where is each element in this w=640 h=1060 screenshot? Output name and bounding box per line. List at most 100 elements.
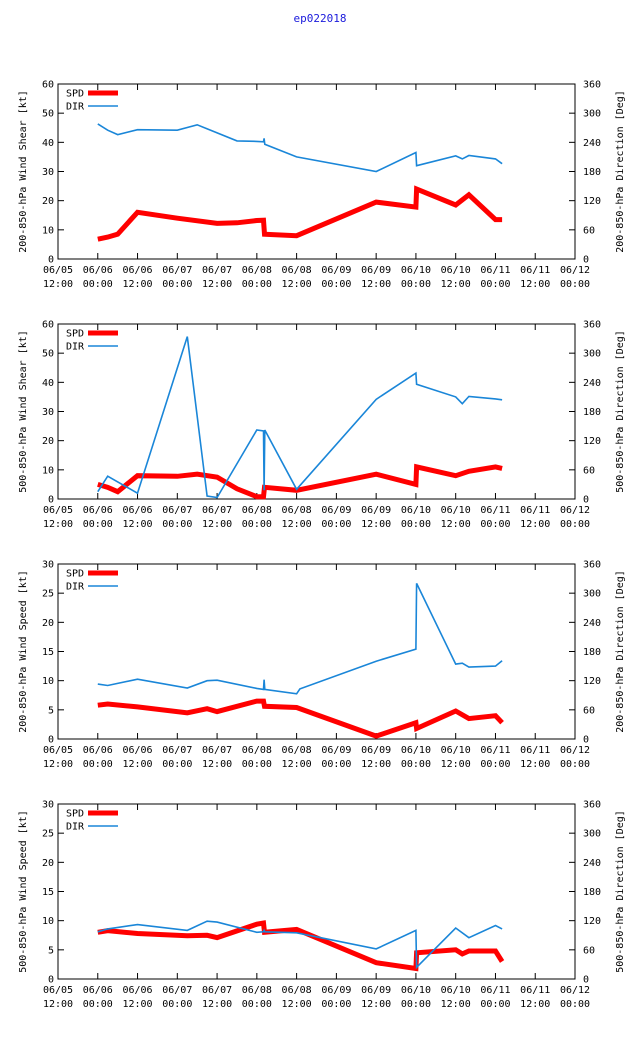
x-tick-label-date: 06/06 xyxy=(122,265,152,276)
series-line-dir xyxy=(97,920,503,970)
x-tick-label-date: 06/08 xyxy=(242,265,272,276)
x-tick-label-date: 06/09 xyxy=(321,745,351,756)
y2-tick-label: 0 xyxy=(583,495,589,506)
x-tick-label-time: 00:00 xyxy=(321,999,351,1010)
y-axis-label: 500-850-hPa Wind Speed [kt] xyxy=(18,810,29,973)
chart-panel-2: 0 10 20 30 40 50 60 0 60 120 180 240 300 360 06/05 12:0… xyxy=(18,320,626,531)
y2-tick-label: 300 xyxy=(583,349,601,360)
x-tick-label-time: 12:00 xyxy=(520,279,550,290)
x-tick-label-time: 12:00 xyxy=(520,759,550,770)
series-line-dir xyxy=(97,123,503,173)
y2-tick-label: 360 xyxy=(583,80,601,91)
y-tick-label: 10 xyxy=(42,676,54,687)
y-tick-label: 50 xyxy=(42,349,54,360)
x-tick-label-date: 06/09 xyxy=(361,745,391,756)
x-tick-label-date: 06/09 xyxy=(321,265,351,276)
y2-tick-label: 60 xyxy=(583,945,595,956)
legend-label-dir: DIR xyxy=(66,582,85,593)
x-tick-label-time: 00:00 xyxy=(321,759,351,770)
x-tick-label-date: 06/09 xyxy=(361,505,391,516)
y-tick-label: 5 xyxy=(48,945,54,956)
x-tick-label-time: 00:00 xyxy=(162,999,192,1010)
y2-tick-label: 360 xyxy=(583,800,601,811)
x-tick-label-time: 12:00 xyxy=(441,519,471,530)
x-tick-label-time: 00:00 xyxy=(162,279,192,290)
legend-label-dir: DIR xyxy=(66,342,85,353)
legend-label-spd: SPD xyxy=(66,329,84,340)
x-tick-label-time: 12:00 xyxy=(43,279,73,290)
y2-axis-label: 200-850-hPa Direction [Deg] xyxy=(615,570,626,733)
x-tick-label-time: 00:00 xyxy=(83,759,113,770)
x-tick-label-date: 06/06 xyxy=(83,265,113,276)
y-tick-label: 60 xyxy=(42,320,54,331)
x-tick-label-time: 12:00 xyxy=(520,519,550,530)
y-tick-label: 10 xyxy=(42,465,54,476)
x-tick-label-time: 00:00 xyxy=(480,519,510,530)
y2-tick-label: 240 xyxy=(583,618,601,629)
x-tick-label-time: 00:00 xyxy=(560,759,590,770)
x-tick-label-time: 00:00 xyxy=(560,279,590,290)
x-tick-label-time: 12:00 xyxy=(122,519,152,530)
x-tick-label-date: 06/12 xyxy=(560,505,590,516)
x-tick-label-date: 06/06 xyxy=(122,505,152,516)
x-tick-label-date: 06/05 xyxy=(43,985,73,996)
x-tick-label-time: 12:00 xyxy=(441,999,471,1010)
x-tick-label-date: 06/05 xyxy=(43,265,73,276)
x-tick-label-date: 06/07 xyxy=(202,745,232,756)
x-tick-label-date: 06/12 xyxy=(560,745,590,756)
x-tick-label-date: 06/09 xyxy=(361,265,391,276)
y2-tick-label: 360 xyxy=(583,560,601,571)
y-tick-label: 0 xyxy=(48,975,54,986)
plot-frame xyxy=(57,83,576,260)
x-tick-label-time: 12:00 xyxy=(361,999,391,1010)
x-tick-label-time: 00:00 xyxy=(560,519,590,530)
figure-title: ep022018 xyxy=(293,12,347,25)
x-tick-label-time: 12:00 xyxy=(282,519,312,530)
y2-tick-label: 120 xyxy=(583,916,601,927)
y2-tick-label: 360 xyxy=(583,320,601,331)
y-tick-label: 20 xyxy=(42,436,54,447)
y-tick-label: 5 xyxy=(48,705,54,716)
x-tick-label-date: 06/08 xyxy=(242,985,272,996)
legend-label-spd: SPD xyxy=(66,89,84,100)
x-tick-label-date: 06/09 xyxy=(321,505,351,516)
y-tick-label: 60 xyxy=(42,80,54,91)
y2-axis-label: 500-850-hPa Direction [Deg] xyxy=(615,810,626,973)
x-tick-label-time: 00:00 xyxy=(401,759,431,770)
y2-tick-label: 60 xyxy=(583,465,595,476)
y-tick-label: 0 xyxy=(48,495,54,506)
y-tick-label: 40 xyxy=(42,138,54,149)
chart-panel-3: 05101520253006012018024030036006/0512:00… xyxy=(18,560,626,771)
x-tick-label-time: 00:00 xyxy=(401,999,431,1010)
x-tick-label-date: 06/06 xyxy=(122,985,152,996)
x-tick-label-time: 12:00 xyxy=(122,759,152,770)
x-tick-label-time: 12:00 xyxy=(282,999,312,1010)
x-tick-label-date: 06/07 xyxy=(162,265,192,276)
x-tick-label-date: 06/06 xyxy=(83,745,113,756)
x-tick-label-time: 12:00 xyxy=(361,279,391,290)
x-tick-label-time: 12:00 xyxy=(43,759,73,770)
x-tick-label-time: 00:00 xyxy=(480,999,510,1010)
series-line-spd xyxy=(97,698,504,739)
x-tick-label-time: 12:00 xyxy=(361,759,391,770)
x-tick-label-time: 12:00 xyxy=(202,999,232,1010)
y-tick-label: 30 xyxy=(42,560,54,571)
x-tick-label-date: 06/06 xyxy=(83,985,113,996)
x-tick-label-date: 06/08 xyxy=(282,985,312,996)
x-tick-label-time: 00:00 xyxy=(242,759,272,770)
y-tick-label: 10 xyxy=(42,225,54,236)
x-tick-label-date: 06/06 xyxy=(83,505,113,516)
chart-panel-4: 05101520253006012018024030036006/0512:00… xyxy=(18,800,626,1011)
y-tick-label: 15 xyxy=(42,887,54,898)
x-tick-label-date: 06/08 xyxy=(242,745,272,756)
series-line-spd xyxy=(97,920,505,972)
y-tick-label: 10 xyxy=(42,916,54,927)
legend-label-spd: SPD xyxy=(66,569,84,580)
y2-tick-label: 180 xyxy=(583,887,601,898)
x-tick-label-time: 12:00 xyxy=(202,759,232,770)
x-tick-label-time: 12:00 xyxy=(441,759,471,770)
legend-label-dir: DIR xyxy=(66,822,85,833)
x-tick-label-date: 06/07 xyxy=(162,985,192,996)
x-tick-label-time: 00:00 xyxy=(242,519,272,530)
